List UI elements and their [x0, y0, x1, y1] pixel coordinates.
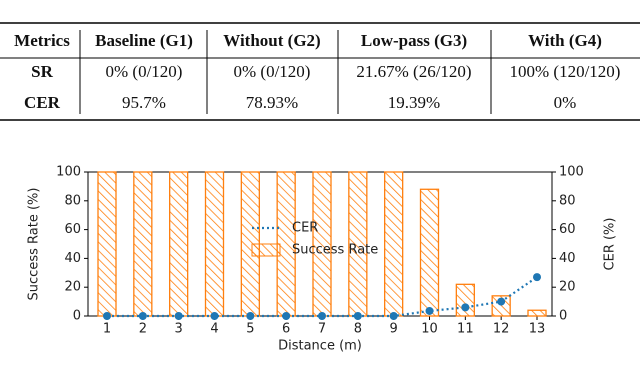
marker — [318, 312, 326, 320]
x-tick-label: 6 — [282, 322, 290, 337]
x-tick-label: 10 — [421, 322, 438, 337]
table-cell: 78.93% — [246, 93, 298, 112]
marker — [389, 312, 398, 320]
bar — [527, 309, 547, 317]
marker — [138, 312, 147, 320]
marker — [210, 312, 219, 320]
marker — [282, 312, 291, 320]
bar — [204, 171, 225, 317]
y2-tick-label: 20 — [559, 280, 576, 295]
y2-tick-label: 0 — [559, 309, 567, 324]
bar — [133, 171, 153, 317]
table-rules — [0, 22, 640, 121]
y-tick-label: 0 — [73, 309, 81, 324]
table-header-cell: Low-pass (G3) — [361, 31, 467, 50]
y-tick-label: 40 — [64, 251, 81, 266]
y2-axis-label: CER (%) — [603, 218, 618, 271]
x-axis-label: Distance (m) — [278, 339, 362, 354]
table-cell: 95.7% — [122, 93, 166, 112]
y2-tick-label: 40 — [559, 251, 576, 266]
x-tick-label: 2 — [139, 322, 147, 337]
x-tick-label: 1 — [103, 322, 111, 337]
y-tick-label: 80 — [64, 193, 81, 208]
marker — [425, 306, 434, 315]
table-header-cell: Without (G2) — [223, 31, 320, 50]
y-tick-label: 20 — [64, 280, 81, 295]
marker — [174, 312, 183, 320]
table-cell: 0% (0/120) — [106, 62, 183, 81]
bar — [97, 171, 117, 317]
x-tick-label: 7 — [318, 322, 326, 337]
bar — [419, 188, 440, 317]
marker — [353, 312, 362, 320]
marker — [461, 303, 470, 312]
x-tick-label: 4 — [210, 322, 218, 337]
table-cell: 0% — [554, 93, 577, 112]
y-tick-label: 100 — [56, 165, 81, 180]
table-cell: 19.39% — [388, 93, 440, 112]
y2-tick-label: 80 — [559, 193, 576, 208]
y2-tick-label: 100 — [559, 165, 584, 180]
table-cell: 0% (0/120) — [234, 62, 311, 81]
table-header-cell: Metrics — [14, 31, 70, 50]
x-tick-label: 3 — [175, 322, 183, 337]
table-cell: 100% (120/120) — [510, 62, 621, 81]
legend-label: Success Rate — [292, 243, 378, 258]
x-tick-label: 8 — [354, 322, 362, 337]
marker — [497, 297, 506, 306]
bar — [384, 171, 404, 317]
marker — [103, 312, 111, 320]
marker — [533, 273, 541, 282]
table-cell: CER — [24, 93, 61, 112]
x-tick-label: 12 — [493, 322, 510, 337]
x-tick-label: 5 — [246, 322, 254, 337]
table-cell: 21.67% (26/120) — [356, 62, 471, 81]
x-tick-label: 11 — [457, 322, 474, 337]
marker — [246, 312, 255, 320]
bar — [491, 295, 511, 317]
y2-tick-label: 60 — [559, 222, 576, 237]
table-header-cell: With (G4) — [528, 31, 602, 50]
bar — [169, 171, 189, 317]
table-cell: SR — [31, 62, 53, 81]
table-header-cell: Baseline (G1) — [95, 31, 193, 50]
legend-swatch — [251, 243, 281, 257]
x-tick-label: 13 — [529, 322, 546, 337]
x-tick-label: 9 — [390, 322, 398, 337]
legend-label: CER — [292, 221, 318, 236]
y-tick-label: 60 — [64, 222, 81, 237]
y-axis-label: Success Rate (%) — [27, 188, 42, 301]
bar — [455, 283, 475, 317]
